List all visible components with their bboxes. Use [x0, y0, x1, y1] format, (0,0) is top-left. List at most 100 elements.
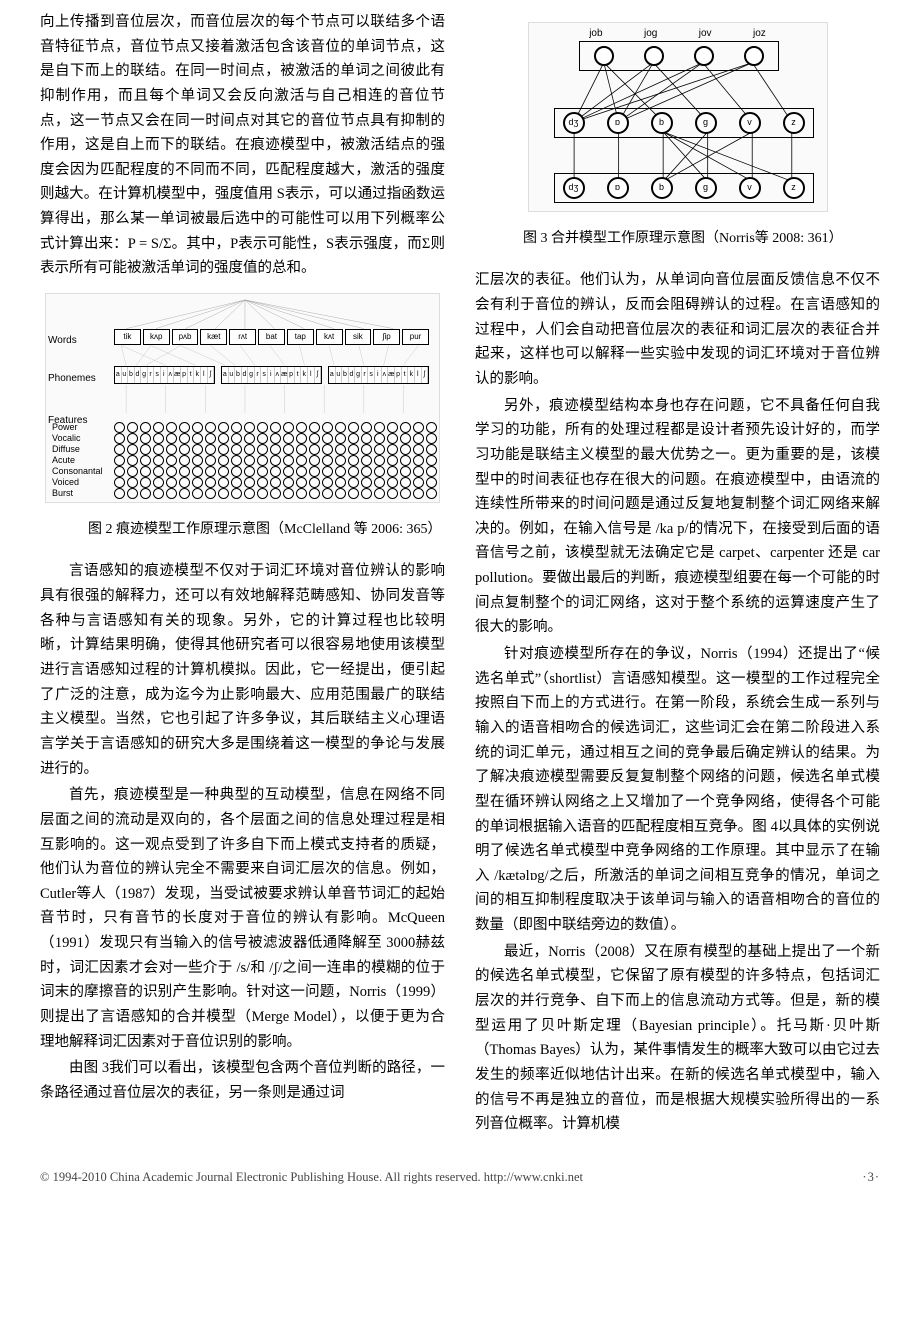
f3-node [594, 46, 614, 66]
f2-circle [348, 477, 359, 488]
f3-node: v [739, 112, 761, 134]
f2-circle [322, 433, 333, 444]
f2-phoneme-cell: ʃ [422, 367, 429, 383]
f2-feature-label: Diffuse [52, 444, 80, 455]
f2-circle [153, 444, 164, 455]
f2-circle [426, 444, 437, 455]
f3-node: z [783, 112, 805, 134]
f2-circle [114, 444, 125, 455]
f2-circle [127, 477, 138, 488]
f2-circle [413, 477, 424, 488]
f2-circle [231, 422, 242, 433]
f2-circle [244, 466, 255, 477]
f2-circle [114, 455, 125, 466]
f2-circle [192, 422, 203, 433]
f2-circle [166, 455, 177, 466]
right-p1: 汇层次的表征。他们认为，从单词向音位层面反馈信息不仅不会有利于音位的辨认，反而会… [475, 268, 880, 391]
f2-circle [348, 422, 359, 433]
f2-circle [413, 433, 424, 444]
f2-word-box: sik [345, 329, 372, 345]
f2-circle [153, 422, 164, 433]
f2-circle [387, 466, 398, 477]
f2-circle [283, 422, 294, 433]
f2-circle [192, 444, 203, 455]
f2-word-box: ʃip [373, 329, 400, 345]
f2-circle [439, 455, 440, 466]
f2-circle [439, 422, 440, 433]
f2-circle [140, 444, 151, 455]
f2-circle [309, 422, 320, 433]
f2-circle [244, 433, 255, 444]
f2-circle [361, 433, 372, 444]
f2-word-box: kæt [200, 329, 227, 345]
f2-circle [335, 466, 346, 477]
f2-circle [400, 488, 411, 499]
f2-circle [114, 422, 125, 433]
f2-circle [413, 444, 424, 455]
f2-circle [296, 466, 307, 477]
f2-circle [348, 444, 359, 455]
f2-feature-label: Consonantal [52, 466, 103, 477]
f2-circle [166, 433, 177, 444]
f2-circle [244, 477, 255, 488]
f3-node: v [739, 177, 761, 199]
figure-3-caption: 图 3 合并模型工作原理示意图（Norris等 2008: 361） [475, 221, 880, 257]
f2-circle [179, 466, 190, 477]
f2-circle [179, 433, 190, 444]
f2-circle [270, 488, 281, 499]
f2-circle [231, 466, 242, 477]
f2-circle [387, 433, 398, 444]
f2-circle [205, 444, 216, 455]
f2-circle [127, 444, 138, 455]
f2-circle [387, 488, 398, 499]
f2-circle [153, 433, 164, 444]
f2-circle [309, 444, 320, 455]
f2-circle [426, 477, 437, 488]
left-p4: 由图 3我们可以看出，该模型包含两个音位判断的路径，一条路径通过音位层次的表征，… [40, 1056, 445, 1105]
f2-circle [218, 488, 229, 499]
f2-circle [205, 422, 216, 433]
figure-2-diagram: Words tikkʌppʌbkætrʌtbattapkʌtsikʃippur … [45, 293, 440, 503]
f2-circle [374, 477, 385, 488]
f2-circle [439, 444, 440, 455]
f2-circle [153, 488, 164, 499]
f2-word-box: kʌp [143, 329, 170, 345]
f2-circle [309, 466, 320, 477]
f2-circle [439, 466, 440, 477]
f2-circle [335, 488, 346, 499]
left-p1: 向上传播到音位层次，而音位层次的每个节点可以联结多个语音特征节点，音位节点又接着… [40, 10, 445, 281]
f2-circle [322, 444, 333, 455]
f2-circle [218, 466, 229, 477]
f2-circle [257, 477, 268, 488]
f3-bot-rect [554, 173, 814, 203]
f2-circle [400, 433, 411, 444]
f2-circle [218, 433, 229, 444]
f2-circle [348, 455, 359, 466]
f2-circle [400, 455, 411, 466]
f2-circle [218, 455, 229, 466]
f3-node: ɒ [607, 177, 629, 199]
f2-circle [309, 477, 320, 488]
f2-circle [439, 477, 440, 488]
f2-circle [127, 455, 138, 466]
f2-phoneme-cell: æ [388, 367, 395, 383]
f3-node: b [651, 177, 673, 199]
f2-circle [127, 488, 138, 499]
f2-circle [179, 488, 190, 499]
f2-circle [426, 488, 437, 499]
f2-circle [257, 488, 268, 499]
f2-circle [127, 433, 138, 444]
f2-circle [374, 433, 385, 444]
f2-circle [335, 477, 346, 488]
f2-circle [296, 422, 307, 433]
figure-2-caption: 图 2 痕迹模型工作原理示意图（McClelland 等 2006: 365） [40, 512, 445, 548]
f2-circle [244, 422, 255, 433]
f2-circle [335, 455, 346, 466]
f2-circle [426, 466, 437, 477]
right-column: jobjogjovjoz dʒɒbgvz dʒɒbgvz 图 3 合并模型工作原… [475, 10, 880, 1139]
f2-circle [257, 444, 268, 455]
f2-feature-label: Voiced [52, 477, 79, 488]
f2-circle [283, 444, 294, 455]
f2-circle [426, 433, 437, 444]
footer-page-number: ·3· [862, 1167, 880, 1188]
